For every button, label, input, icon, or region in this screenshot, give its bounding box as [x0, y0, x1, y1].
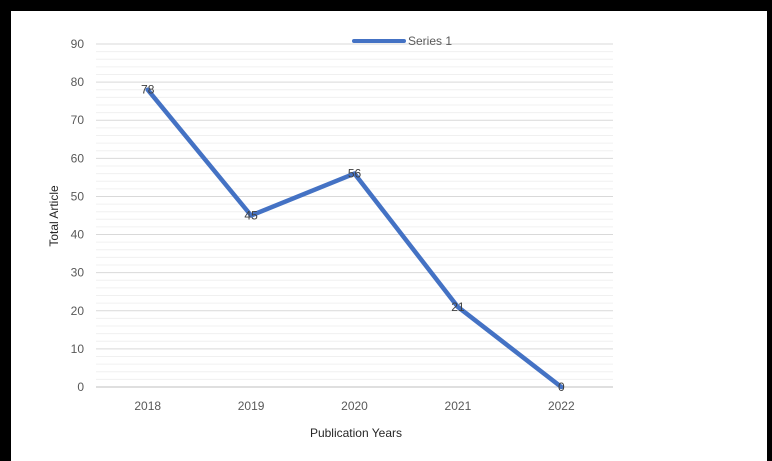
data-label: 45 — [244, 209, 258, 223]
y-tick-label: 60 — [71, 151, 85, 165]
x-tick-label: 2022 — [548, 399, 575, 413]
y-axis-ticks: 0 10 20 30 40 50 60 70 80 90 — [71, 37, 85, 394]
y-tick-label: 0 — [77, 380, 84, 394]
legend: Series 1 — [352, 34, 452, 48]
x-tick-label: 2018 — [134, 399, 161, 413]
y-tick-label: 10 — [71, 342, 85, 356]
x-axis-title: Publication Years — [310, 426, 402, 440]
y-axis-title: Total Article — [47, 185, 61, 247]
data-label: 0 — [558, 380, 565, 394]
x-tick-label: 2020 — [341, 399, 368, 413]
data-label: 21 — [451, 300, 465, 314]
y-tick-label: 90 — [71, 37, 85, 51]
legend-label: Series 1 — [408, 34, 452, 48]
y-tick-label: 20 — [71, 304, 85, 318]
y-tick-label: 70 — [71, 113, 85, 127]
data-label: 78 — [141, 83, 155, 97]
y-tick-label: 30 — [71, 266, 85, 280]
y-tick-label: 50 — [71, 189, 85, 203]
y-tick-label: 40 — [71, 228, 85, 242]
x-tick-label: 2019 — [238, 399, 265, 413]
x-tick-label: 2021 — [445, 399, 472, 413]
series-line — [145, 87, 564, 390]
y-tick-label: 80 — [71, 75, 85, 89]
data-labels: 78 45 56 21 0 — [141, 83, 565, 394]
gridlines — [96, 43, 613, 388]
data-label: 56 — [348, 167, 362, 181]
x-axis-ticks: 2018 2019 2020 2021 2022 — [134, 399, 575, 413]
series-lines — [145, 87, 564, 390]
